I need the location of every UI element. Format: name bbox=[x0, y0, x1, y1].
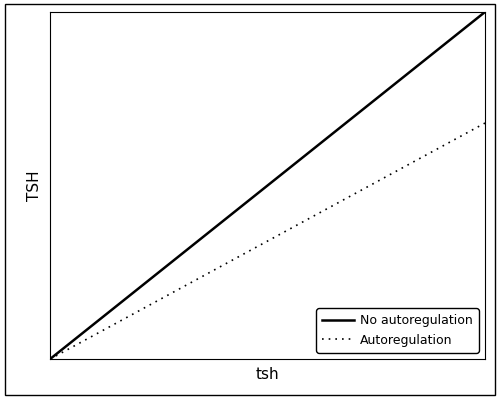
X-axis label: tsh: tsh bbox=[256, 367, 280, 382]
Y-axis label: TSH: TSH bbox=[26, 170, 42, 201]
Legend: No autoregulation, Autoregulation: No autoregulation, Autoregulation bbox=[316, 308, 479, 353]
